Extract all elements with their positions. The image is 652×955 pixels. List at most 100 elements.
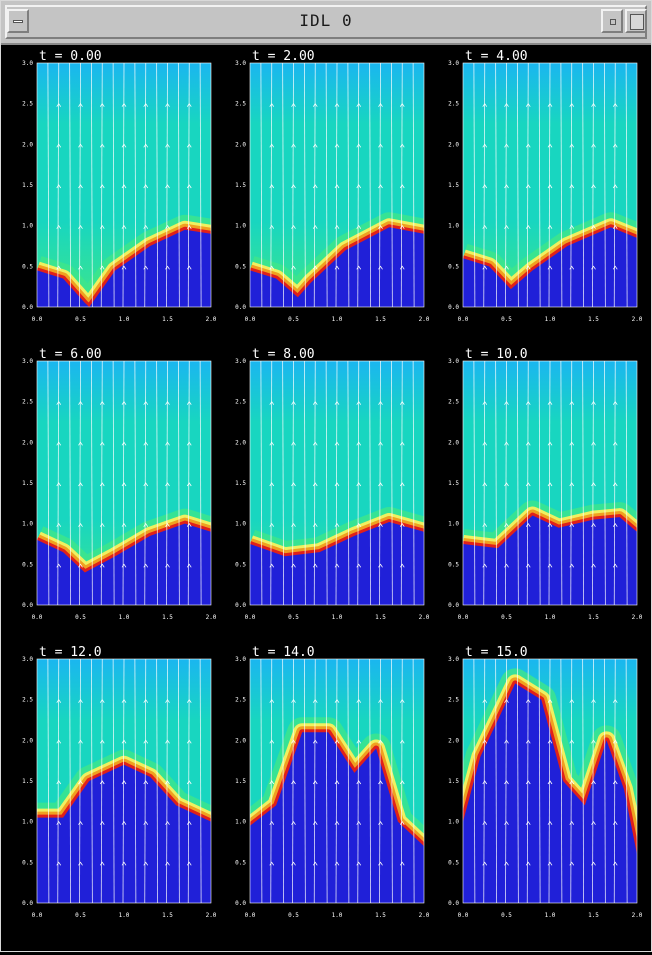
velocity-arrow [269,698,275,703]
velocity-arrow [165,482,170,487]
velocity-arrow [525,184,531,189]
velocity-arrow [591,739,596,744]
velocity-line [90,659,93,903]
velocity-arrow [165,143,170,148]
velocity-arrow [612,780,618,785]
velocity-arrow [569,184,575,189]
velocity-arrow [312,563,318,568]
velocity-arrow [186,563,192,568]
x-tick-label: 0.5 [501,614,512,621]
velocity-arrow [291,522,296,527]
velocity-arrow [612,224,618,229]
velocity-arrow [143,265,149,270]
velocity-line [325,361,328,605]
velocity-arrow [399,780,405,785]
maximize-button[interactable] [625,9,647,33]
y-tick-label: 0.5 [448,263,459,270]
y-tick-label: 3.0 [22,60,33,67]
velocity-line [495,659,498,903]
y-tick-label: 1.5 [22,182,33,189]
title-bar[interactable]: IDL 0 [1,1,651,45]
velocity-arrow [547,820,553,825]
velocity-line [177,361,180,605]
velocity-arrow [399,102,405,107]
velocity-arrow [334,265,340,270]
velocity-arrow [56,400,62,405]
velocity-arrow [99,861,105,866]
y-tick-label: 2.5 [448,399,459,406]
velocity-line [134,361,137,605]
velocity-arrow [121,265,127,270]
velocity-arrow [591,184,596,189]
sim-panel: t = 10.0 0.0 0.5 1.0 1.5 2.0 2.5 3.0 0.0 0.5 1.0 1.… [448,347,643,621]
velocity-arrow [525,441,531,446]
velocity-arrow [121,739,127,744]
velocity-arrow [399,482,405,487]
y-tick-label: 1.0 [22,521,33,528]
x-tick-label: 2.0 [206,316,217,323]
velocity-line [90,63,93,307]
velocity-arrow [482,563,488,568]
velocity-arrow [269,102,275,107]
velocity-arrow [78,522,83,527]
velocity-arrow [525,143,531,148]
y-tick-label: 1.5 [448,182,459,189]
velocity-arrow [291,780,296,785]
velocity-arrow [525,780,531,785]
velocity-arrow [378,780,383,785]
velocity-arrow [399,400,405,405]
velocity-arrow [121,400,127,405]
velocity-line [47,63,50,307]
x-tick-label: 1.0 [332,614,343,621]
y-tick-label: 1.0 [448,521,459,528]
velocity-arrow [525,482,531,487]
velocity-arrow [121,522,127,527]
velocity-line [473,361,476,605]
velocity-arrow [569,400,575,405]
window-menu-button[interactable] [7,9,29,33]
velocity-arrow [547,482,553,487]
velocity-arrow [186,482,192,487]
velocity-arrow [504,265,509,270]
velocity-arrow [547,522,553,527]
plot-canvas: t = 0.00 0.0 0.5 1.0 1.5 2.0 2.5 3.0 0.0 0.5 1.0 1.… [1,47,651,951]
panel-frame [249,658,425,904]
y-tick-label: 0.0 [22,602,33,609]
y-tick-label: 0.0 [448,900,459,907]
minimize-button[interactable] [601,9,623,33]
y-tick-label: 1.0 [235,819,246,826]
x-tick-label: 1.5 [588,316,599,323]
velocity-arrow [165,739,170,744]
panel-frame [462,360,638,606]
x-tick-label: 0.5 [288,912,299,919]
velocity-arrow [186,400,192,405]
velocity-arrow [569,143,575,148]
velocity-line [177,63,180,307]
y-tick-label: 2.0 [448,141,459,148]
x-tick-label: 1.5 [588,912,599,919]
x-tick-label: 0.0 [245,912,256,919]
velocity-arrow [482,739,488,744]
velocity-arrow [269,739,275,744]
velocity-line [582,361,585,605]
velocity-arrow [399,522,405,527]
velocity-line [603,63,606,307]
velocity-arrow [99,522,105,527]
y-tick-label: 2.0 [235,439,246,446]
velocity-line [582,659,585,903]
velocity-arrow [334,861,340,866]
velocity-arrow [525,861,531,866]
velocity-arrow [78,820,83,825]
velocity-line [69,659,72,903]
velocity-arrow [482,780,488,785]
velocity-arrow [356,400,362,405]
velocity-arrow [378,482,383,487]
y-tick-label: 2.0 [448,439,459,446]
y-tick-label: 1.5 [448,480,459,487]
velocity-arrow [78,739,83,744]
velocity-arrow [591,265,596,270]
velocity-arrow [591,780,596,785]
velocity-arrow [591,522,596,527]
velocity-arrow [356,224,362,229]
velocity-arrow [312,265,318,270]
